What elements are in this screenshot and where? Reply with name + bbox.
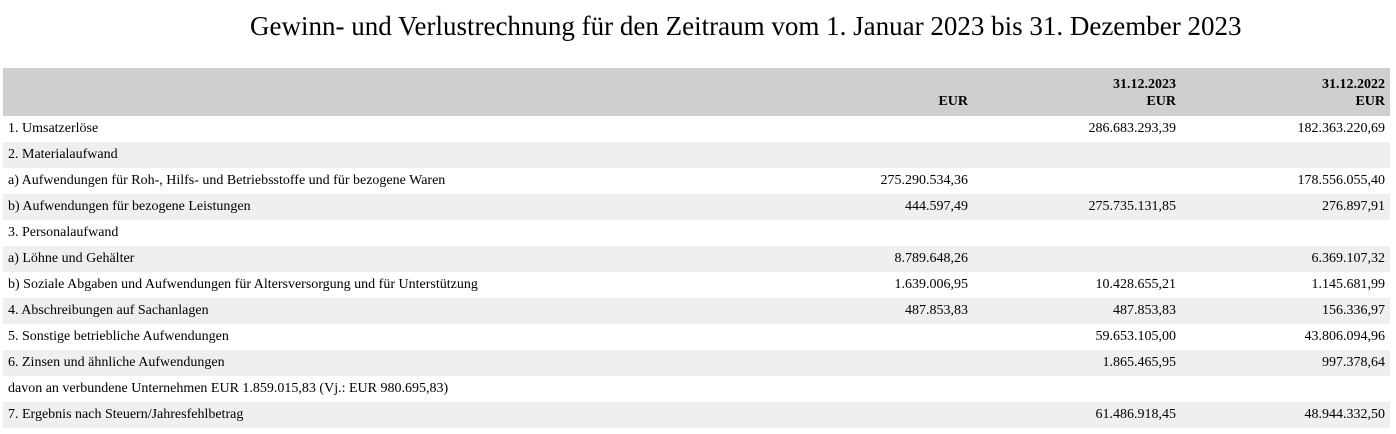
table-row: a) Aufwendungen für Roh-, Hilfs- und Bet… <box>3 168 1390 194</box>
table-row: b) Soziale Abgaben und Aufwendungen für … <box>3 272 1390 298</box>
row-label: 4. Abschreibungen auf Sachanlagen <box>8 303 209 318</box>
header-current-year-date: 31.12.2023 <box>1113 77 1176 92</box>
row-value-prior-year <box>1181 220 1390 246</box>
row-value-prior-year: 1.145.681,99 <box>1311 277 1386 292</box>
row-value-eur <box>773 376 973 402</box>
income-statement-table: EUR 31.12.2023 EUR 31.12.2022 EUR 1. Ums… <box>3 68 1390 428</box>
table-header-row: EUR 31.12.2023 EUR 31.12.2022 EUR <box>3 68 1390 116</box>
header-prior-year-date: 31.12.2022 <box>1322 77 1385 92</box>
row-value-prior-year: 48.944.332,50 <box>1304 407 1386 422</box>
table-row: 2. Materialaufwand <box>3 142 1390 168</box>
row-value-current-year <box>973 376 1181 402</box>
table-row: 3. Personalaufwand <box>3 220 1390 246</box>
header-label-column <box>3 68 773 116</box>
row-value-eur: 8.789.648,26 <box>894 251 969 266</box>
row-label: 2. Materialaufwand <box>8 147 118 162</box>
header-prior-year-column: 31.12.2022 EUR <box>1181 68 1390 116</box>
row-value-eur: 444.597,49 <box>905 199 968 214</box>
row-value-prior-year: 178.556.055,40 <box>1297 173 1386 188</box>
row-value-eur: 1.639.006,95 <box>894 277 969 292</box>
row-value-eur <box>773 142 973 168</box>
row-label: 7. Ergebnis nach Steuern/Jahresfehlbetra… <box>8 407 244 422</box>
row-value-eur <box>773 350 973 376</box>
header-current-year-unit: EUR <box>1146 94 1176 109</box>
table-row: 7. Ergebnis nach Steuern/Jahresfehlbetra… <box>3 402 1390 428</box>
table-row: davon an verbundene Unternehmen EUR 1.85… <box>3 376 1390 402</box>
row-value-current-year: 10.428.655,21 <box>1095 277 1177 292</box>
table-row: 5. Sonstige betriebliche Aufwendungen 59.… <box>3 324 1390 350</box>
row-value-current-year: 487.853,83 <box>1113 303 1176 318</box>
row-value-prior-year: 182.363.220,69 <box>1297 121 1386 136</box>
row-value-current-year <box>973 142 1181 168</box>
row-value-eur: 487.853,83 <box>905 303 968 318</box>
row-value-prior-year: 156.336,97 <box>1322 303 1385 318</box>
header-eur-column: EUR <box>773 68 973 116</box>
row-value-prior-year: 276.897,91 <box>1322 199 1385 214</box>
row-label: 6. Zinsen und ähnliche Aufwendungen <box>8 355 225 370</box>
row-value-current-year: 275.735.131,85 <box>1088 199 1177 214</box>
table-row: 6. Zinsen und ähnliche Aufwendungen 1.865… <box>3 350 1390 376</box>
row-value-current-year: 59.653.105,00 <box>1095 329 1177 344</box>
table-row: 4. Abschreibungen auf Sachanlagen 487.853… <box>3 298 1390 324</box>
row-value-prior-year: 6.369.107,32 <box>1311 251 1386 266</box>
row-label: b) Soziale Abgaben und Aufwendungen für … <box>8 277 478 292</box>
table-row: 1. Umsatzerlöse 286.683.293,39 182.363.220… <box>3 116 1390 142</box>
table-row: b) Aufwendungen für bezogene Leistungen 4… <box>3 194 1390 220</box>
row-label: davon an verbundene Unternehmen EUR 1.85… <box>8 381 449 396</box>
row-value-prior-year <box>1181 376 1390 402</box>
table-row: a) Löhne und Gehälter 8.789.648,26 6.369.1… <box>3 246 1390 272</box>
row-value-eur <box>773 324 973 350</box>
row-value-current-year: 286.683.293,39 <box>1088 121 1177 136</box>
row-value-eur <box>773 116 973 142</box>
row-label: 1. Umsatzerlöse <box>8 121 99 136</box>
row-value-prior-year: 997.378,64 <box>1322 355 1385 370</box>
row-value-prior-year <box>1181 142 1390 168</box>
row-value-eur <box>773 402 973 428</box>
row-label: a) Löhne und Gehälter <box>8 251 135 266</box>
header-current-year-column: 31.12.2023 EUR <box>973 68 1181 116</box>
row-value-current-year <box>973 168 1181 194</box>
row-value-current-year <box>973 220 1181 246</box>
page-title: Gewinn- und Verlustrechnung für den Zeit… <box>250 11 1242 41</box>
row-label: 5. Sonstige betriebliche Aufwendungen <box>8 329 229 344</box>
row-value-current-year: 1.865.465,95 <box>1102 355 1177 370</box>
row-label: 3. Personalaufwand <box>8 225 119 240</box>
row-value-current-year: 61.486.918,45 <box>1095 407 1177 422</box>
row-value-current-year <box>973 246 1181 272</box>
row-label: a) Aufwendungen für Roh-, Hilfs- und Bet… <box>8 173 446 188</box>
header-prior-year-unit: EUR <box>1355 94 1385 109</box>
header-eur-unit: EUR <box>938 94 968 109</box>
row-value-eur <box>773 220 973 246</box>
row-value-eur: 275.290.534,36 <box>880 173 969 188</box>
row-label: b) Aufwendungen für bezogene Leistungen <box>8 199 251 214</box>
row-value-prior-year: 43.806.094,96 <box>1304 329 1386 344</box>
